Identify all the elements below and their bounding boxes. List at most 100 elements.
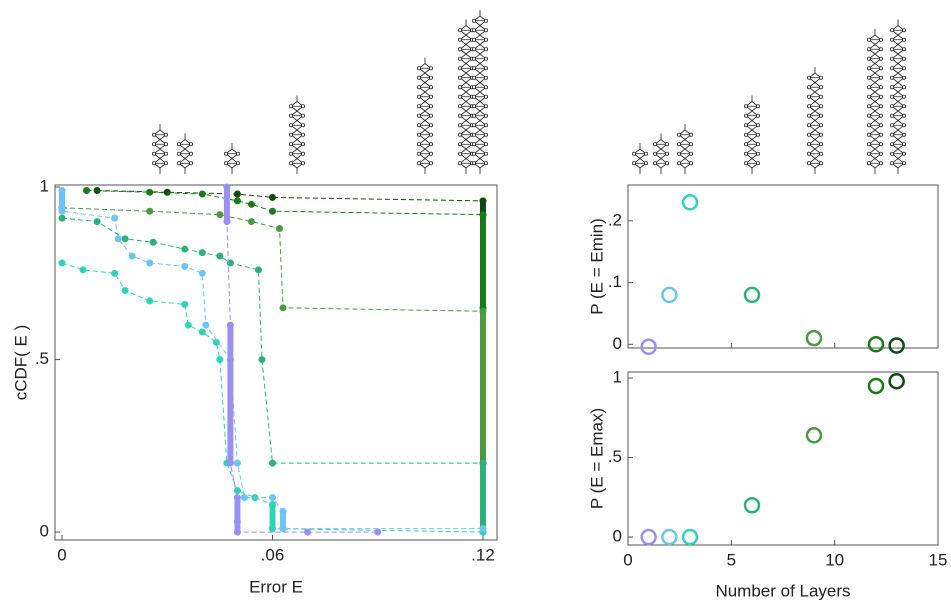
y-axis-label: P (E = Emin) xyxy=(587,218,606,315)
ccdf-point xyxy=(227,460,234,467)
icon-node xyxy=(665,143,668,146)
icon-node xyxy=(429,67,432,70)
ccdf-point xyxy=(304,529,311,536)
icon-node xyxy=(902,105,905,108)
layer-point xyxy=(642,340,656,354)
icon-node xyxy=(429,152,432,155)
icon-node xyxy=(429,86,432,89)
icon-node xyxy=(744,162,747,165)
ccdf-point xyxy=(164,189,171,196)
x-tick-label: 0 xyxy=(623,550,632,569)
layer-point xyxy=(890,374,904,388)
ccdf-line xyxy=(87,191,483,308)
y-tick-label: 0 xyxy=(613,334,622,353)
icon-node xyxy=(189,152,192,155)
x-tick-label: .12 xyxy=(471,545,495,564)
icon-node xyxy=(677,133,680,136)
network-icon xyxy=(417,58,432,175)
icon-node xyxy=(756,133,759,136)
x-tick-label: 15 xyxy=(929,550,948,569)
y-axis-label: P (E = Emax) xyxy=(587,408,606,509)
icon-node xyxy=(819,76,822,79)
icon-node xyxy=(484,95,487,98)
icon-node xyxy=(164,133,167,136)
icon-node xyxy=(429,124,432,127)
ccdf-point xyxy=(80,266,87,273)
plot-frame xyxy=(628,185,938,348)
icon-node xyxy=(484,86,487,89)
icon-node xyxy=(472,48,475,51)
icon-node xyxy=(484,162,487,165)
icon-node xyxy=(164,152,167,155)
icon-node xyxy=(807,124,810,127)
icon-node xyxy=(756,124,759,127)
icon-node xyxy=(472,19,475,22)
icon-node xyxy=(429,76,432,79)
icon-node xyxy=(458,152,461,155)
icon-node xyxy=(484,152,487,155)
icon-node xyxy=(819,133,822,136)
icon-node xyxy=(807,105,810,108)
icon-node xyxy=(472,38,475,41)
icon-node xyxy=(417,124,420,127)
ccdf-point xyxy=(216,211,223,218)
icon-node xyxy=(484,29,487,32)
ccdf-point xyxy=(199,328,206,335)
network-icon xyxy=(458,20,473,175)
ccdf-point xyxy=(223,218,230,225)
ccdf-point xyxy=(269,208,276,215)
icon-node xyxy=(472,67,475,70)
icon-node xyxy=(236,152,239,155)
icon-node xyxy=(689,133,692,136)
ccdf-point xyxy=(59,215,66,222)
icon-node xyxy=(879,67,882,70)
icon-node xyxy=(744,143,747,146)
icon-node xyxy=(177,152,180,155)
icon-node xyxy=(807,133,810,136)
layer-point xyxy=(642,530,656,544)
x-tick-label: 5 xyxy=(727,550,736,569)
icon-node xyxy=(417,105,420,108)
icon-node xyxy=(902,95,905,98)
icon-node xyxy=(879,143,882,146)
ccdf-point xyxy=(111,270,118,277)
ccdf-point xyxy=(94,218,101,225)
icon-node xyxy=(472,143,475,146)
icon-node xyxy=(289,105,292,108)
icon-node xyxy=(819,105,822,108)
icon-node xyxy=(429,143,432,146)
x-axis-label: Number of Layers xyxy=(715,581,850,600)
icon-node xyxy=(867,86,870,89)
ccdf-point xyxy=(269,194,276,201)
icon-node xyxy=(902,48,905,51)
icon-node xyxy=(902,38,905,41)
icon-node xyxy=(458,57,461,60)
ccdf-line xyxy=(62,218,483,532)
ccdf-point xyxy=(150,239,157,246)
icon-node xyxy=(879,48,882,51)
ccdf-point xyxy=(234,487,241,494)
icon-node xyxy=(417,152,420,155)
layer-point xyxy=(662,530,676,544)
ccdf-point xyxy=(255,266,262,273)
icon-node xyxy=(819,86,822,89)
icon-node xyxy=(890,162,893,165)
icon-node xyxy=(890,133,893,136)
icon-node xyxy=(417,143,420,146)
ccdf-point xyxy=(241,494,248,501)
icon-node xyxy=(744,114,747,117)
ccdf-point xyxy=(122,235,129,242)
y-tick-label: .5 xyxy=(35,349,49,368)
icon-node xyxy=(472,57,475,60)
x-tick-label: 0 xyxy=(57,545,66,564)
icon-node xyxy=(472,162,475,165)
icon-node xyxy=(484,67,487,70)
ccdf-point xyxy=(374,529,381,536)
y-tick-label: .2 xyxy=(608,210,622,229)
icon-node xyxy=(890,124,893,127)
ccdf-point xyxy=(146,208,153,215)
network-icon xyxy=(653,134,668,175)
icon-node xyxy=(902,86,905,89)
x-tick-label: .06 xyxy=(261,545,285,564)
icon-node xyxy=(689,162,692,165)
